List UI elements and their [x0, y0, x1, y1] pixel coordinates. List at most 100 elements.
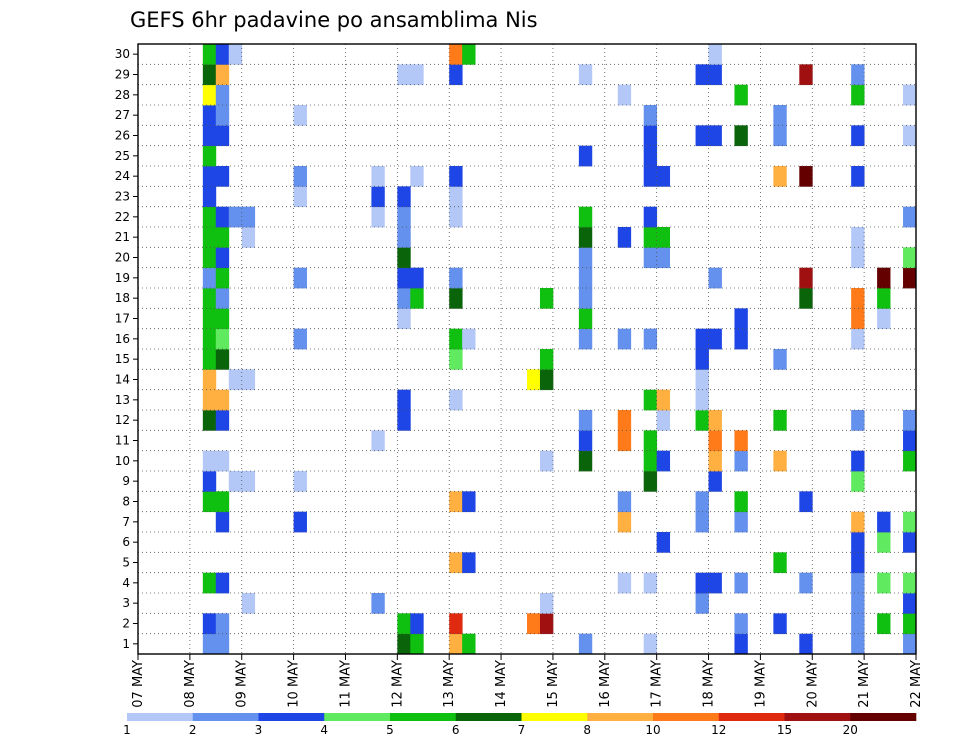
- heatmap-cell: [397, 288, 411, 309]
- y-tick-label: 21: [115, 230, 130, 244]
- heatmap-cell: [410, 288, 424, 309]
- heatmap-cell: [397, 247, 411, 269]
- heatmap-cell: [695, 349, 709, 370]
- heatmap-cell: [903, 206, 917, 228]
- heatmap-cell: [734, 491, 748, 513]
- heatmap-cell: [656, 410, 671, 431]
- heatmap-cell: [539, 288, 554, 309]
- heatmap-cell: [397, 308, 411, 330]
- heatmap-cell: [617, 328, 632, 350]
- heatmap-cell: [202, 613, 217, 635]
- heatmap-cell: [449, 491, 463, 513]
- x-tick-label: 19 MAY: [753, 660, 768, 708]
- heatmap-cell: [773, 552, 787, 574]
- heatmap-cell: [734, 613, 748, 635]
- heatmap-cell: [643, 328, 658, 350]
- heatmap-cell: [371, 186, 385, 208]
- heatmap-cell: [578, 247, 593, 269]
- colorbar-segment: [324, 713, 391, 721]
- heatmap-cell: [656, 450, 671, 472]
- heatmap-cell: [617, 511, 632, 533]
- heatmap-cell: [578, 633, 593, 655]
- heatmap-cell: [449, 44, 463, 65]
- heatmap-cell: [202, 267, 217, 289]
- x-tick-label: 15 MAY: [546, 660, 561, 708]
- heatmap-cell: [410, 267, 424, 289]
- heatmap-cell: [202, 166, 217, 187]
- heatmap-cell: [851, 410, 865, 431]
- heatmap-cell: [773, 613, 787, 635]
- colorbar-segment: [127, 713, 194, 721]
- heatmap-cell: [851, 166, 865, 187]
- heatmap-cell: [293, 267, 307, 289]
- heatmap-cell: [241, 227, 256, 248]
- heatmap-cell: [903, 450, 917, 472]
- y-tick-label: 17: [115, 312, 130, 326]
- heatmap-cell: [799, 166, 813, 187]
- heatmap-cell: [228, 471, 243, 492]
- heatmap-cell: [202, 491, 217, 513]
- heatmap-cell: [293, 166, 307, 187]
- heatmap-cell: [215, 267, 230, 289]
- heatmap-cell: [643, 105, 658, 126]
- heatmap-cell: [851, 613, 865, 635]
- heatmap-cell: [215, 247, 230, 269]
- heatmap-cell: [578, 450, 593, 472]
- heatmap-cell: [462, 328, 476, 350]
- heatmap-cell: [539, 369, 554, 391]
- x-tick-label: 18 MAY: [702, 660, 717, 708]
- heatmap-cell: [708, 64, 722, 86]
- heatmap-cell: [903, 511, 917, 533]
- heatmap-cell: [708, 125, 722, 147]
- heatmap-cell: [578, 267, 593, 289]
- x-tick-label: 12 MAY: [390, 660, 405, 708]
- x-tick-label: 08 MAY: [183, 660, 198, 708]
- colorbar-segment: [587, 713, 654, 721]
- colorbar-tick-label: 3: [255, 723, 263, 737]
- colorbar-segment: [258, 713, 325, 721]
- heatmap-cell: [215, 511, 230, 533]
- heatmap-cell: [449, 349, 463, 370]
- heatmap-cell: [851, 633, 865, 655]
- heatmap-cell: [734, 450, 748, 472]
- heatmap-cell: [851, 308, 865, 330]
- colorbar-segment: [455, 713, 522, 721]
- heatmap-cell: [708, 44, 722, 65]
- heatmap-cell: [215, 206, 230, 228]
- heatmap-cell: [202, 389, 217, 411]
- heatmap-cell: [410, 613, 424, 635]
- heatmap-cell: [215, 308, 230, 330]
- heatmap-cell: [410, 166, 424, 187]
- colorbar-tick-label: 4: [320, 723, 328, 737]
- heatmap-cell: [202, 125, 217, 147]
- heatmap-cell: [397, 186, 411, 208]
- heatmap-cell: [539, 349, 554, 370]
- heatmap-cell: [643, 430, 658, 452]
- x-tick-label: 20 MAY: [805, 660, 820, 708]
- heatmap-cell: [449, 166, 463, 187]
- heatmap-cell: [215, 227, 230, 248]
- heatmap-cell: [734, 125, 748, 147]
- heatmap-cell: [539, 613, 554, 635]
- x-tick-label: 16 MAY: [598, 660, 613, 708]
- heatmap-cell: [903, 613, 917, 635]
- y-tick-label: 10: [115, 454, 130, 468]
- heatmap-cell: [397, 613, 411, 635]
- heatmap-cell: [202, 471, 217, 492]
- y-tick-label: 29: [115, 68, 130, 82]
- heatmap-cell: [397, 206, 411, 228]
- y-tick-label: 2: [122, 617, 130, 631]
- x-tick-label: 14 MAY: [494, 660, 509, 708]
- heatmap-cell: [617, 84, 632, 106]
- heatmap-cell: [656, 227, 671, 248]
- heatmap-cell: [643, 166, 658, 187]
- heatmap-cell: [617, 491, 632, 513]
- heatmap-cell: [773, 410, 787, 431]
- y-tick-label: 18: [115, 291, 130, 305]
- heatmap-cell: [578, 430, 593, 452]
- heatmap-cell: [851, 247, 865, 269]
- x-tick-label: 07 MAY: [131, 660, 146, 708]
- heatmap-cell: [617, 430, 632, 452]
- heatmap-cell: [799, 267, 813, 289]
- heatmap-cell: [462, 44, 476, 65]
